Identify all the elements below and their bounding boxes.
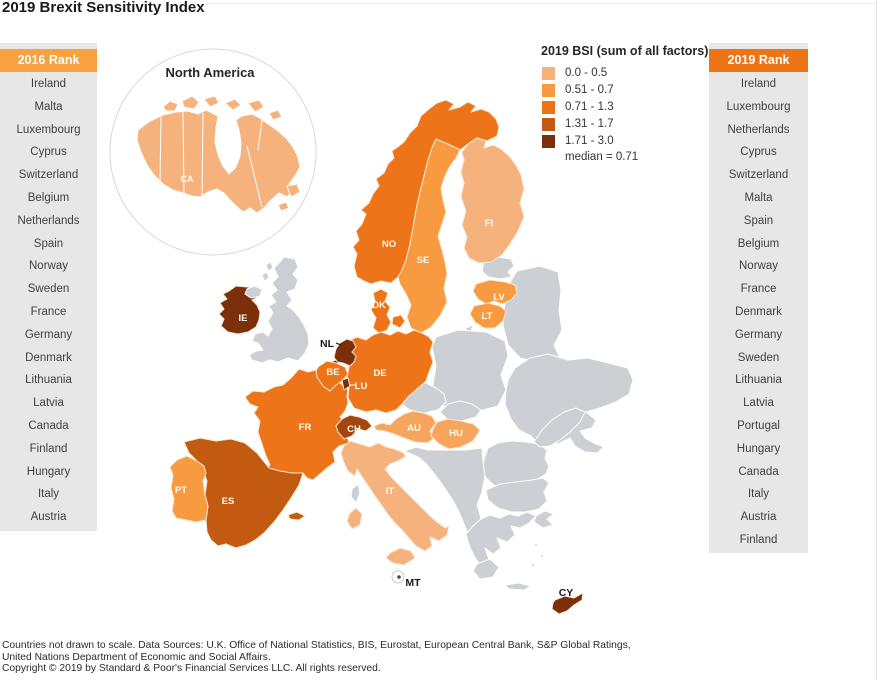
svg-text:DE: DE [373,368,386,379]
svg-text:NL: NL [320,338,335,350]
svg-text:IE: IE [239,313,248,324]
svg-text:LV: LV [493,292,505,303]
svg-text:PT: PT [175,485,187,496]
svg-text:BE: BE [326,367,339,378]
svg-text:IT: IT [386,486,395,497]
svg-text:North America: North America [165,65,255,80]
svg-text:MT: MT [405,577,421,589]
svg-text:AU: AU [407,423,421,434]
svg-text:SE: SE [417,255,430,266]
svg-text:DK: DK [372,300,386,311]
svg-text:ES: ES [222,496,235,507]
svg-text:CY: CY [559,587,574,599]
svg-text:LU: LU [355,381,368,392]
svg-text:LT: LT [482,311,493,322]
svg-text:HU: HU [449,428,463,439]
svg-text:FR: FR [299,422,312,433]
svg-text:CA: CA [181,174,194,184]
svg-text:NO: NO [382,239,396,250]
svg-text:FI: FI [485,218,493,229]
svg-text:CH: CH [347,424,361,435]
